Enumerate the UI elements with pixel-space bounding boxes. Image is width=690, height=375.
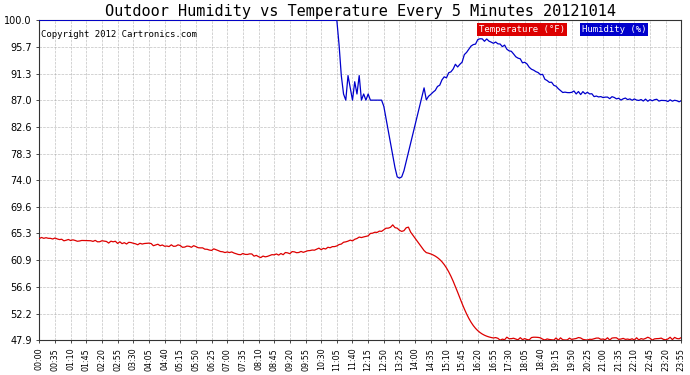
- Text: Humidity (%): Humidity (%): [582, 25, 647, 34]
- Title: Outdoor Humidity vs Temperature Every 5 Minutes 20121014: Outdoor Humidity vs Temperature Every 5 …: [105, 4, 615, 19]
- Text: Temperature (°F): Temperature (°F): [479, 25, 565, 34]
- Text: Copyright 2012 Cartronics.com: Copyright 2012 Cartronics.com: [41, 30, 197, 39]
